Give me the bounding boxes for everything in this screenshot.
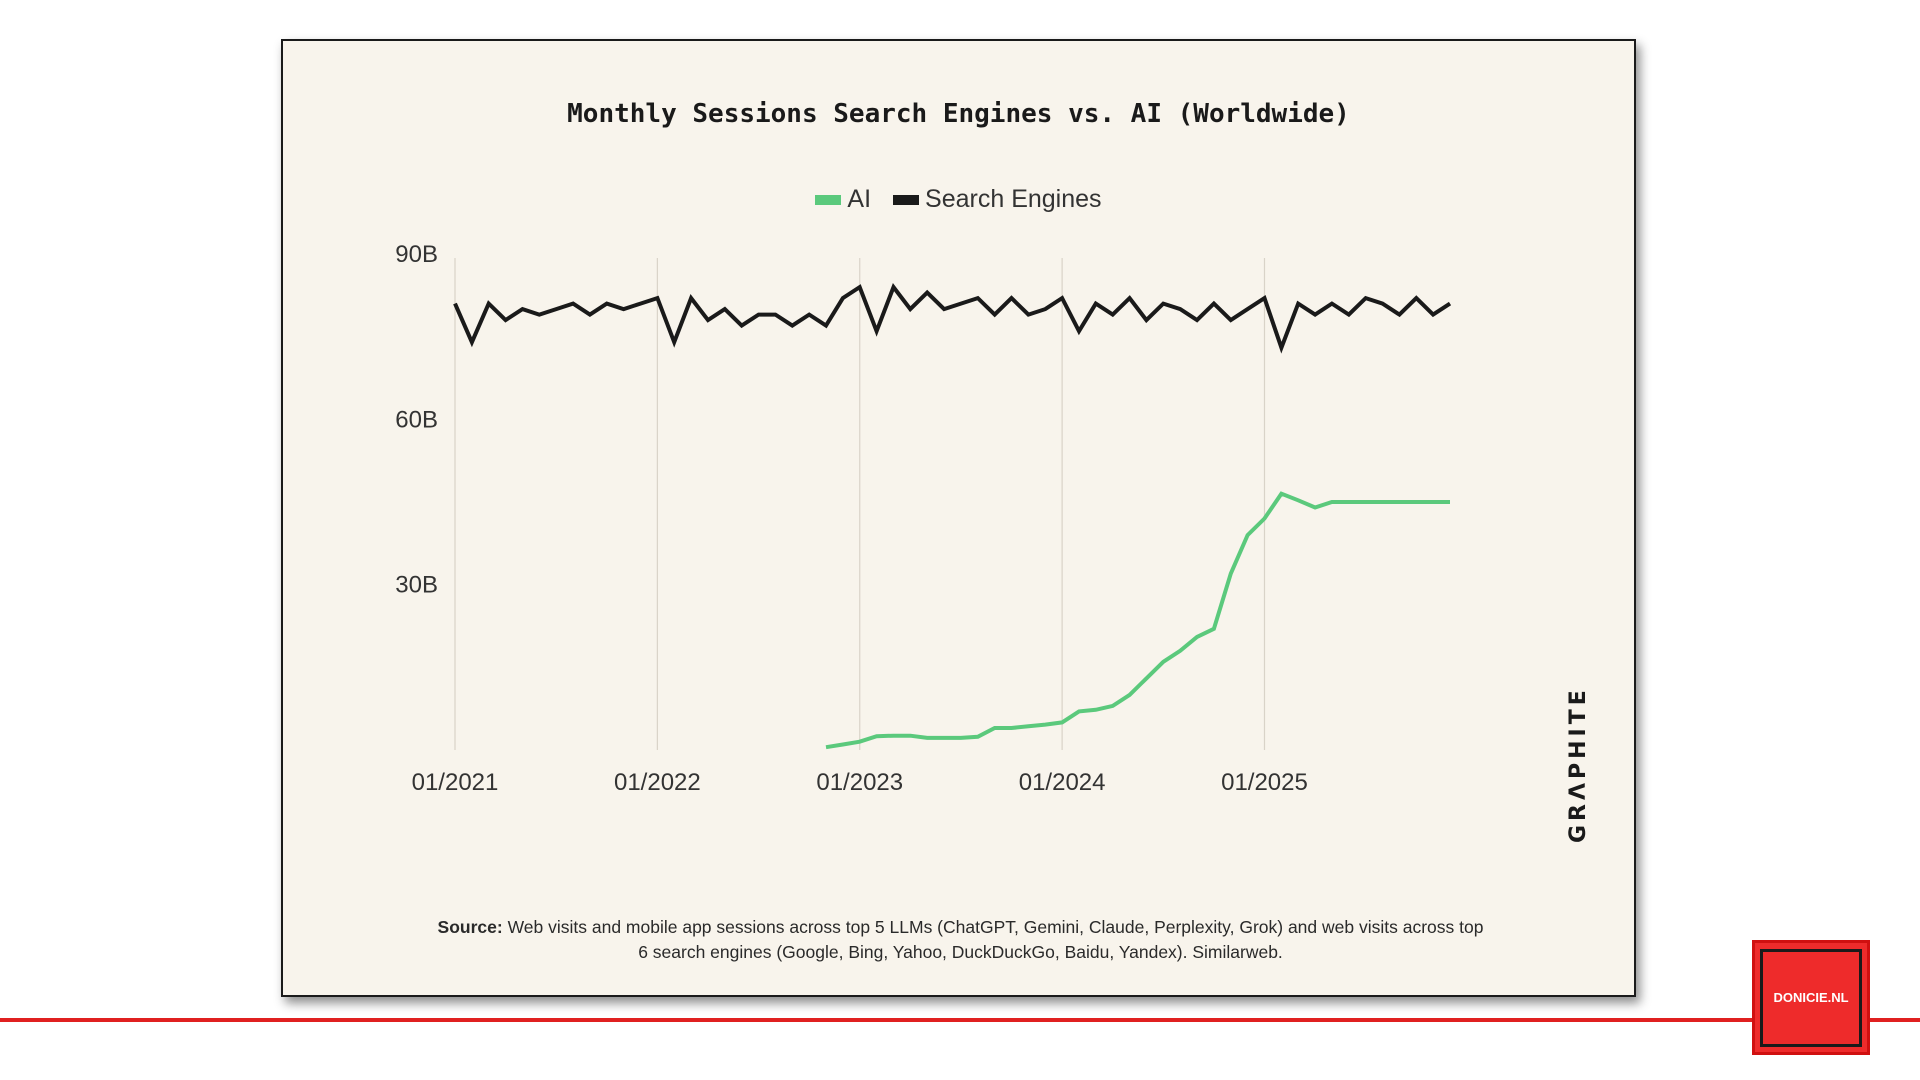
chart-plot: 01/2021 01/2022 01/2023 01/2024 01/2025 30B 60… xyxy=(395,241,1452,796)
legend-label-search-engines: Search Engines xyxy=(925,185,1102,213)
series-line-ai xyxy=(825,491,1450,750)
source-note: Source: Web visits and mobile app sessio… xyxy=(433,915,1488,965)
y-tick-label: 90B xyxy=(395,241,438,268)
footer-divider xyxy=(0,1018,1920,1022)
donicie-badge-label: DONICIE.NL xyxy=(1760,948,1862,1047)
x-tick-label: 01/2022 xyxy=(614,769,701,796)
chart-title: Monthly Sessions Search Engines vs. AI (… xyxy=(567,99,1350,129)
series-line-search-engines xyxy=(453,283,1452,354)
legend-item-search-engines: Search Engines xyxy=(893,185,1102,214)
chart-card: Monthly Sessions Search Engines vs. AI (… xyxy=(281,39,1636,997)
source-label: Source: xyxy=(437,917,503,937)
legend-item-ai: AI xyxy=(815,185,871,214)
x-tick-label: 01/2024 xyxy=(1019,769,1106,796)
x-tick-label: 01/2025 xyxy=(1221,769,1308,796)
legend-swatch-search-engines xyxy=(893,194,920,205)
legend-label-ai: AI xyxy=(847,185,872,213)
x-tick-label: 01/2021 xyxy=(412,769,499,796)
legend-swatch-ai xyxy=(815,194,842,205)
donicie-badge[interactable]: DONICIE.NL xyxy=(1752,940,1870,1055)
y-tick-label: 60B xyxy=(395,406,438,433)
chart-legend: AI Search Engines xyxy=(283,185,1634,214)
source-text: Web visits and mobile app sessions acros… xyxy=(507,917,1484,962)
x-tick-label: 01/2023 xyxy=(816,769,903,796)
graphite-logo: GRΛPHITE xyxy=(1566,686,1591,843)
y-tick-label: 30B xyxy=(395,572,438,599)
